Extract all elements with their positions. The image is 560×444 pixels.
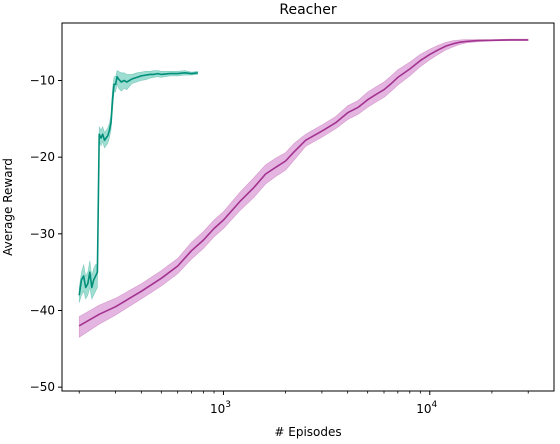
x-axis: 103 104	[78, 391, 529, 416]
plot-frame	[61, 22, 555, 392]
x-axis-label: # Episodes	[274, 425, 341, 439]
y-tick-label: −10	[30, 74, 55, 88]
y-tick-label: −40	[30, 304, 55, 318]
series-1-band	[78, 70, 198, 303]
series-2-band	[78, 38, 529, 338]
y-tick-label: −50	[30, 380, 55, 394]
confidence-bands	[78, 38, 529, 338]
y-axis-label: Average Reward	[1, 158, 15, 256]
chart-title: Reacher	[279, 2, 336, 18]
x-tick-label: 103	[210, 400, 231, 416]
y-tick-label: −30	[30, 227, 55, 241]
series-lines	[78, 39, 529, 327]
y-tick-label: −20	[30, 150, 55, 164]
y-axis: −50 −40 −30 −20 −10	[30, 74, 62, 394]
series-2-line	[78, 39, 529, 327]
series-1-line	[78, 72, 198, 296]
x-tick-label: 104	[416, 400, 437, 416]
